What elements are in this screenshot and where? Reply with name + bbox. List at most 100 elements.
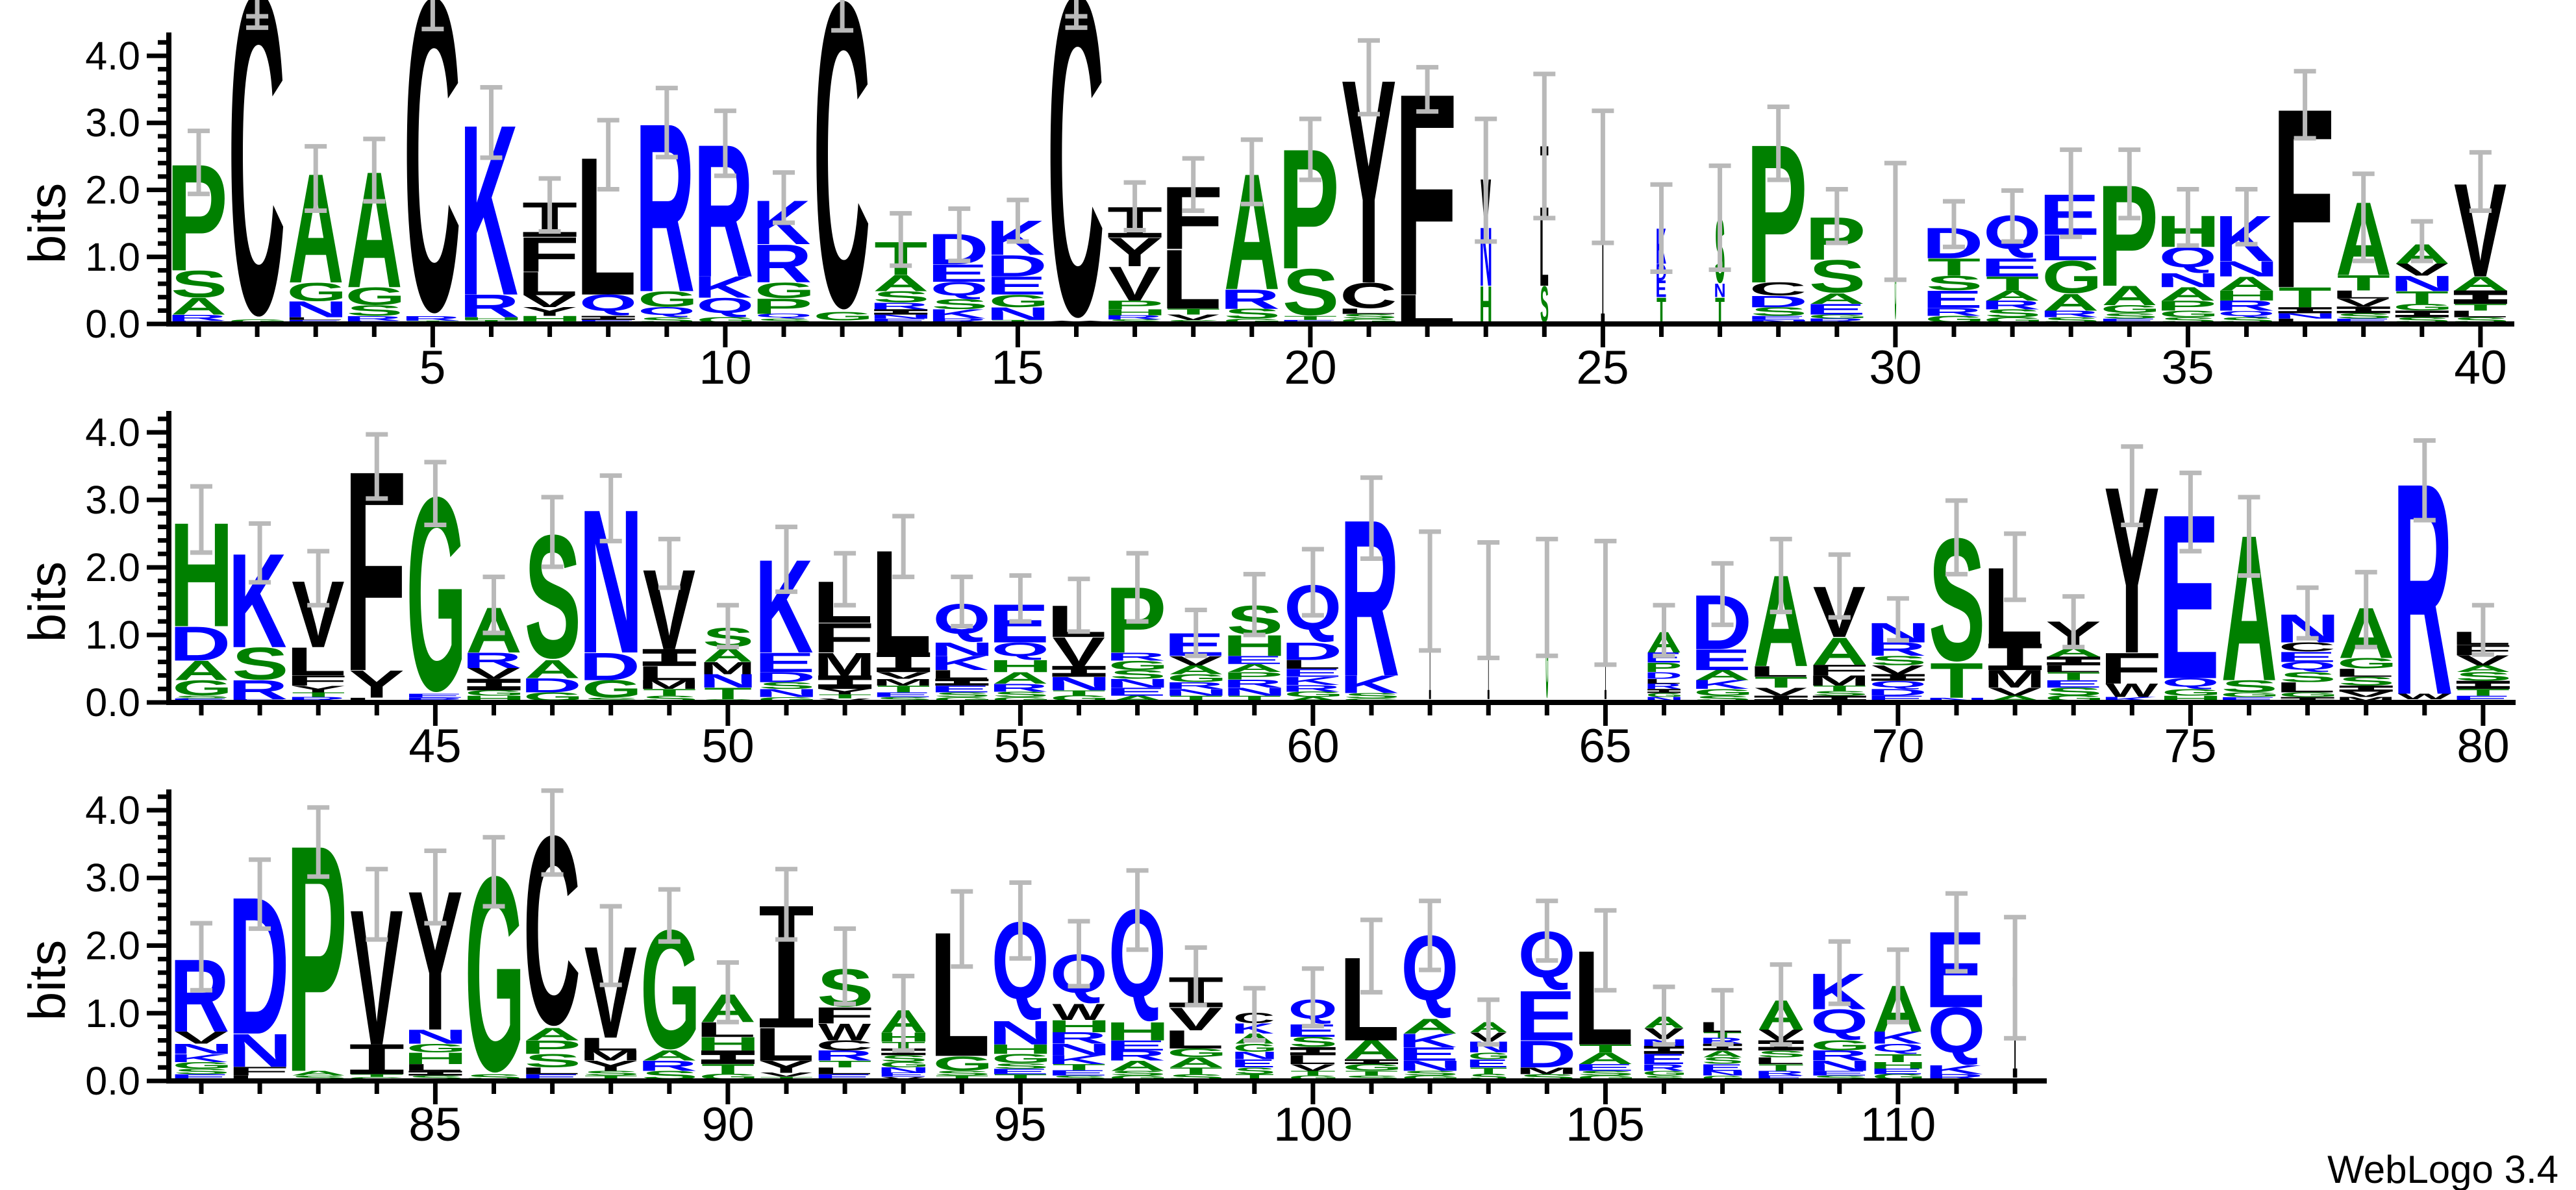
svg-text:E: E (1753, 1074, 1805, 1081)
svg-text:E: E (1231, 1057, 1275, 1070)
svg-text:H: H (518, 314, 582, 323)
svg-text:M: M (872, 677, 934, 688)
svg-text:N: N (699, 671, 757, 692)
svg-text:V: V (1108, 257, 1161, 312)
svg-text:S: S (1402, 1069, 1459, 1076)
svg-text:Y: Y (583, 1058, 638, 1074)
svg-text:N: N (169, 1041, 234, 1057)
svg-text:R: R (988, 681, 1048, 694)
svg-text:S: S (1224, 306, 1281, 321)
svg-text:A: A (1168, 663, 1224, 676)
svg-text:L: L (2275, 679, 2336, 695)
svg-text:G: G (992, 696, 1052, 702)
svg-text:A: A (1812, 629, 1868, 673)
svg-text:L: L (2038, 227, 2099, 268)
svg-text:A: A (1578, 1049, 1634, 1067)
svg-text:A: A (173, 655, 229, 686)
svg-text:G: G (1223, 317, 1283, 324)
svg-text:5: 5 (419, 341, 446, 394)
svg-text:R: R (1047, 1029, 1107, 1047)
svg-text:K: K (460, 74, 518, 347)
svg-text:T: T (1169, 1065, 1223, 1076)
svg-text:Q: Q (2279, 660, 2336, 672)
svg-text:A: A (1809, 290, 1865, 307)
svg-text:85: 85 (408, 1098, 461, 1151)
svg-text:A: A (2043, 289, 2099, 316)
svg-text:G: G (2101, 303, 2161, 316)
svg-text:L: L (1163, 1025, 1224, 1054)
svg-text:A: A (1702, 1048, 1743, 1060)
svg-text:N: N (1714, 280, 1726, 301)
svg-text:S: S (1107, 318, 1164, 323)
svg-text:E: E (2097, 317, 2158, 324)
svg-text:L: L (227, 1074, 288, 1081)
svg-text:K: K (169, 1052, 228, 1065)
svg-text:H: H (2214, 288, 2279, 304)
svg-text:L: L (2447, 309, 2508, 319)
svg-text:Q: Q (2162, 676, 2220, 689)
svg-text:G: G (582, 675, 642, 702)
svg-text:N: N (1047, 1041, 1112, 1059)
svg-text:50: 50 (701, 720, 754, 773)
svg-text:A: A (171, 293, 227, 319)
svg-text:N: N (1164, 687, 1229, 698)
svg-text:V: V (1755, 686, 1807, 699)
svg-text:D: D (1281, 638, 1343, 665)
svg-text:F: F (285, 673, 348, 689)
svg-text:G: G (2220, 691, 2281, 698)
svg-text:N: N (986, 304, 1051, 324)
svg-text:C: C (1340, 275, 1397, 316)
svg-text:V: V (2395, 260, 2449, 280)
svg-text:G: G (813, 310, 873, 323)
svg-text:H: H (1103, 308, 1168, 317)
svg-text:A: A (1110, 1058, 1166, 1074)
svg-text:C: C (228, 0, 285, 410)
svg-text:E: E (868, 317, 930, 324)
svg-text:C: C (1749, 279, 1807, 299)
svg-text:G: G (1167, 1046, 1227, 1060)
svg-text:S: S (583, 1069, 640, 1076)
svg-text:T: T (1755, 674, 1808, 691)
svg-text:F: F (227, 1064, 290, 1078)
svg-text:K: K (927, 306, 986, 321)
svg-text:80: 80 (2457, 720, 2509, 773)
svg-text:G: G (638, 287, 698, 312)
svg-text:G: G (172, 1060, 232, 1071)
svg-text:T: T (1657, 291, 1666, 331)
svg-text:A: A (1984, 288, 2040, 304)
svg-text:V: V (1169, 653, 1222, 668)
svg-text:3.0: 3.0 (85, 478, 140, 522)
svg-text:S: S (1282, 255, 1340, 329)
svg-text:L: L (517, 266, 578, 303)
svg-text:T: T (1715, 291, 1725, 331)
svg-text:V: V (1871, 663, 1924, 677)
svg-text:P: P (751, 294, 813, 319)
svg-text:M: M (814, 646, 875, 682)
svg-text:N: N (1924, 697, 1989, 702)
svg-text:100: 100 (1273, 1098, 1353, 1151)
svg-text:E: E (871, 691, 932, 699)
svg-text:S: S (931, 296, 988, 312)
svg-text:A: A (642, 1048, 697, 1064)
svg-text:25: 25 (1576, 341, 1629, 394)
svg-text:S: S (1166, 319, 1223, 323)
svg-text:V: V (760, 1072, 813, 1078)
svg-text:T: T (991, 319, 1044, 324)
svg-text:Q: Q (1872, 1041, 1924, 1054)
svg-text:P: P (520, 1036, 582, 1058)
svg-text:E: E (988, 1067, 1050, 1076)
svg-text:K: K (2215, 203, 2273, 275)
svg-text:T: T (818, 693, 871, 700)
svg-text:L: L (929, 896, 990, 1095)
svg-text:1.0: 1.0 (85, 235, 140, 279)
svg-text:T: T (350, 1073, 403, 1078)
svg-text:S: S (290, 1074, 347, 1081)
svg-text:G: G (1701, 1074, 1745, 1081)
svg-text:A: A (2045, 645, 2101, 660)
svg-text:G: G (2393, 302, 2453, 312)
svg-text:A: A (873, 270, 929, 296)
svg-text:F: F (812, 1003, 875, 1029)
svg-text:S: S (171, 263, 228, 306)
svg-text:S: S (1289, 1034, 1337, 1050)
svg-text:K: K (694, 271, 752, 304)
